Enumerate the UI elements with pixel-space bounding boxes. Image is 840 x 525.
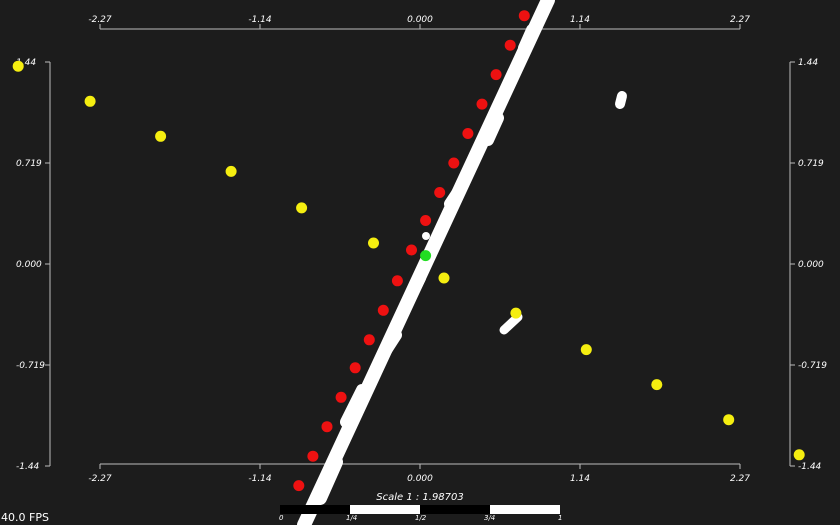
red-fit-point — [420, 215, 432, 226]
red-fit-point — [434, 187, 446, 198]
scale-bar-label: 3/4 — [484, 514, 496, 522]
scale-bar-segment — [490, 505, 560, 514]
red-fit-point — [448, 157, 460, 169]
left-tick-label: 0.000 — [16, 260, 42, 270]
scale-bar-label: 1/4 — [346, 514, 358, 522]
green-center-point — [420, 250, 432, 262]
red-fit-point — [321, 421, 333, 433]
left-tick-label: -1.44 — [16, 462, 40, 472]
red-fit-point — [293, 480, 305, 492]
yellow-sample-point — [723, 414, 735, 426]
top-tick-label: -2.27 — [88, 15, 112, 25]
bottom-tick-label: -1.14 — [248, 474, 272, 484]
scale-bar-label: 0 — [279, 514, 284, 522]
yellow-sample-point — [368, 237, 379, 249]
scale-bar-segment — [280, 505, 350, 514]
right-tick-label: -1.44 — [798, 462, 822, 472]
left-tick-label: -0.719 — [16, 361, 45, 371]
red-fit-point — [349, 362, 361, 374]
scale-bar — [280, 505, 560, 514]
bottom-tick-label: 2.27 — [730, 474, 750, 484]
fps-counter: 40.0 FPS — [1, 511, 49, 524]
right-tick-label: -0.719 — [798, 361, 827, 371]
yellow-sample-point — [84, 95, 96, 107]
top-tick-label: 0.000 — [407, 15, 433, 25]
bottom-tick-label: -2.27 — [88, 474, 112, 484]
scale-bar-segment — [420, 505, 490, 514]
red-fit-point — [391, 275, 403, 287]
red-fit-point — [363, 334, 375, 346]
top-tick-label: 1.14 — [570, 15, 590, 25]
yellow-sample-point — [225, 165, 237, 177]
bottom-tick-label: 0.000 — [407, 474, 433, 484]
yellow-sample-point — [296, 202, 308, 214]
axes-frame — [45, 24, 795, 469]
scale-bar-segment — [350, 505, 420, 514]
scale-bar-label: 1 — [558, 514, 563, 522]
bottom-tick-label: 1.14 — [570, 474, 590, 484]
red-fit-point — [476, 98, 488, 110]
scale-bar-label: 1/2 — [415, 514, 427, 522]
right-tick-label: 1.44 — [798, 58, 818, 68]
right-tick-label: 0.719 — [798, 159, 824, 169]
top-tick-label: -1.14 — [248, 15, 272, 25]
yellow-sample-point — [580, 344, 592, 356]
yellow-sample-point — [510, 307, 522, 319]
point-cloud-band — [297, 0, 627, 525]
yellow-sample-point — [651, 379, 663, 391]
yellow-sample-point — [12, 60, 24, 72]
red-fit-point — [462, 128, 474, 139]
yellow-sample-point — [793, 449, 805, 461]
scale-label: Scale 1 : 1.98703 — [376, 492, 464, 503]
left-tick-label: 1.44 — [16, 58, 36, 68]
yellow-sample-point — [438, 272, 450, 284]
yellow-sample-point — [155, 130, 167, 142]
red-fit-point — [307, 450, 319, 462]
right-tick-label: 0.000 — [798, 260, 824, 270]
top-tick-label: 2.27 — [730, 15, 750, 25]
red-fit-point — [377, 304, 389, 316]
red-fit-point — [335, 391, 347, 403]
red-fit-point — [504, 39, 516, 51]
left-tick-label: 0.719 — [16, 159, 42, 169]
red-fit-point — [406, 244, 417, 256]
red-fit-point — [490, 69, 502, 81]
red-fit-point — [518, 10, 530, 22]
